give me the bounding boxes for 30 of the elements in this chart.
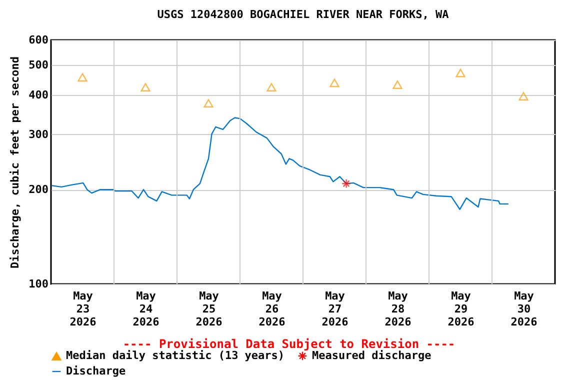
x-tick-label: May 26 2026 — [258, 290, 286, 328]
chart-title: USGS 12042800 BOGACHIEL RIVER NEAR FORKS, WA — [157, 8, 450, 21]
legend-label: Median daily statistic (13 years) — [66, 349, 285, 362]
y-tick-label: 100 — [28, 278, 48, 290]
legend-label: Measured discharge — [312, 348, 432, 362]
point — [342, 178, 352, 188]
y-tick-label: 500 — [28, 58, 48, 72]
y-tick-label: 200 — [28, 183, 48, 196]
line-series — [51, 117, 510, 210]
x-tick-label: May 25 2026 — [196, 290, 223, 328]
point — [456, 68, 466, 78]
point — [518, 92, 528, 100]
x-tick-label: May 29 2026 — [448, 290, 475, 328]
point — [392, 80, 402, 89]
x-tick-label: May 23 2026 — [70, 290, 97, 328]
x-tick-label: May 27 2026 — [322, 290, 349, 328]
legend-label: Discharge — [66, 364, 126, 378]
x-tick-label: May 24 2026 — [132, 290, 160, 328]
text: ---- Provisional Data Subject to Revision ---- — [122, 337, 456, 351]
y-axis-title: Discharge, cubic feet per second — [8, 56, 22, 268]
x-tick-label: May 30 2026 — [510, 290, 538, 328]
y-tick-label: 300 — [28, 128, 48, 141]
point — [330, 78, 340, 88]
point — [266, 83, 276, 92]
x-tick-label: May 28 2026 — [384, 290, 412, 328]
point — [78, 73, 88, 82]
y-tick-label: 600 — [28, 34, 48, 46]
y-tick-label: 400 — [28, 88, 48, 102]
point — [204, 99, 214, 108]
point — [140, 83, 150, 92]
